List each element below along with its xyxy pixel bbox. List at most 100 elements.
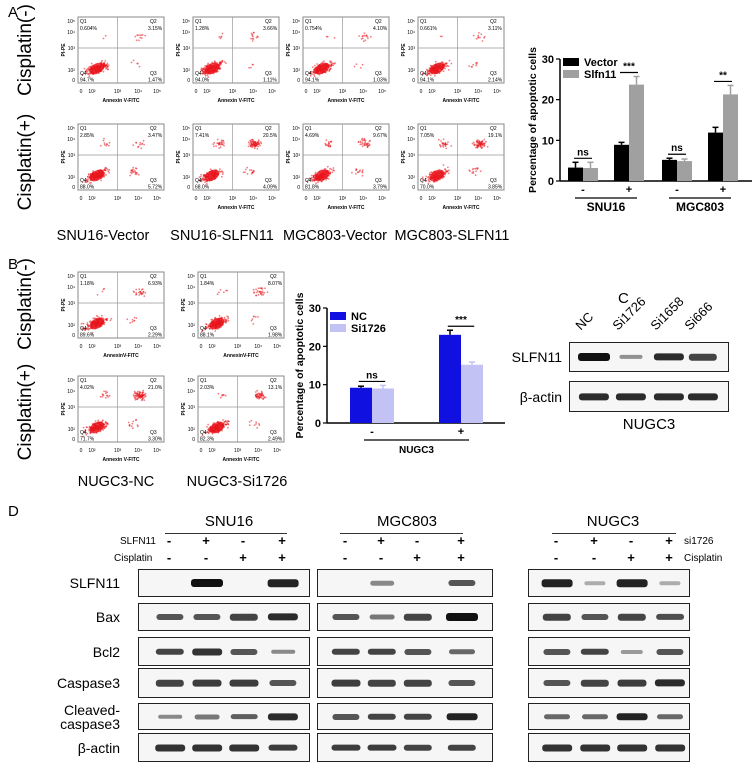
- event-dot: [429, 64, 432, 67]
- blot-snu16-row: [138, 637, 310, 666]
- event-dot: [257, 145, 259, 148]
- protein-band: [268, 744, 298, 751]
- event-dot: [134, 394, 136, 397]
- y-tick-label: 10⁵: [187, 378, 195, 384]
- protein-band: [544, 713, 570, 720]
- quadrant-label-q1: Q1: [420, 126, 427, 132]
- condition-sign: -: [166, 533, 172, 548]
- y-tick-label: 10³: [188, 301, 196, 307]
- event-dot: [476, 167, 479, 170]
- event-dot: [91, 332, 93, 334]
- y-tick-label: 0: [315, 418, 321, 430]
- blot-snu16-row: [138, 703, 310, 730]
- x-tick-label: 10⁵: [153, 344, 161, 350]
- protein-band: [580, 679, 610, 687]
- event-dot: [248, 66, 250, 69]
- quadrant-value-q2: 3.11%: [488, 26, 502, 32]
- event-dot: [139, 396, 142, 399]
- x-tick-label: 10²: [203, 196, 211, 202]
- event-dot: [251, 40, 254, 42]
- event-dot: [253, 147, 256, 150]
- x-tick-label: 10⁴: [359, 196, 367, 202]
- event-dot: [331, 171, 334, 174]
- x-tick-label: 10⁴: [249, 89, 257, 95]
- x-tick-label: 10³: [339, 196, 347, 202]
- event-dot: [257, 143, 260, 145]
- event-dot: [260, 397, 263, 399]
- y-axis-label: PI-PE: [61, 298, 67, 312]
- event-dot: [450, 145, 453, 147]
- condition-sign: -: [240, 533, 246, 548]
- x-tick-label: 10²: [208, 344, 216, 350]
- quadrant-value-q4: 88.1%: [200, 333, 215, 339]
- y-tick-label: 10⁵: [67, 126, 75, 132]
- event-dot: [132, 144, 135, 146]
- event-dot: [422, 72, 424, 75]
- group-underline: [165, 533, 287, 534]
- y-tick-label: 10⁵: [292, 19, 300, 25]
- event-dot: [141, 33, 144, 36]
- blot-nugc3-row: [528, 668, 690, 698]
- quadrant-label-q2: Q2: [490, 126, 497, 132]
- event-dot: [315, 182, 317, 184]
- event-dot: [94, 420, 97, 422]
- event-dot: [477, 145, 480, 147]
- event-dot: [257, 316, 259, 318]
- condition-sign: +: [239, 550, 247, 565]
- event-dot: [330, 140, 332, 143]
- quadrant-value-q1: 0.604%: [80, 26, 98, 32]
- event-dot: [364, 139, 367, 142]
- x-tick-label: 10²: [88, 89, 96, 95]
- protein-band: [155, 648, 185, 655]
- y-tick-label: 10⁴: [67, 30, 75, 36]
- event-dot: [88, 75, 91, 77]
- event-dot: [442, 70, 445, 72]
- event-dot: [225, 289, 227, 292]
- event-dot: [211, 318, 214, 321]
- event-dot: [256, 290, 259, 292]
- condition-sign: -: [203, 550, 209, 565]
- event-dot: [483, 142, 486, 145]
- event-dot: [327, 177, 330, 180]
- event-dot: [214, 330, 217, 332]
- y-tick-label: 10⁴: [67, 137, 75, 143]
- x-tick-label: 0: [80, 448, 83, 454]
- event-dot: [202, 67, 204, 70]
- event-dot: [221, 173, 224, 176]
- event-dot: [218, 291, 220, 294]
- event-dot: [205, 327, 208, 330]
- event-dot: [103, 390, 105, 393]
- event-dot: [472, 63, 475, 66]
- quadrant-value-q2: 9.67%: [373, 133, 388, 139]
- quadrant-label-q4: Q4: [80, 326, 87, 332]
- x-axis-label: Annexin V-FITC: [328, 98, 365, 104]
- event-dot: [104, 34, 107, 37]
- event-dot: [446, 143, 449, 146]
- event-dot: [133, 319, 136, 322]
- y-tick-label: 10²: [293, 68, 301, 74]
- y-axis-label: PI-PE: [181, 298, 187, 312]
- protein-band: [230, 648, 258, 655]
- group-label: NUGC3: [399, 445, 434, 456]
- event-dot: [129, 174, 131, 177]
- row-label-cisplatin-minus: Cisplatin(-): [15, 4, 36, 96]
- event-dot: [485, 140, 487, 143]
- event-dot: [261, 290, 264, 293]
- event-dot: [472, 141, 475, 144]
- event-dot: [475, 64, 477, 67]
- x-tick-label: 10³: [114, 344, 122, 350]
- quadrant-label-q3: Q3: [265, 71, 272, 77]
- protein-band: [656, 648, 684, 655]
- event-dot: [222, 419, 224, 421]
- event-dot: [444, 172, 447, 174]
- event-dot: [327, 141, 330, 143]
- event-dot: [361, 137, 364, 140]
- protein-band: [370, 580, 394, 586]
- event-dot: [140, 37, 143, 39]
- y-axis-label: PI-PE: [401, 43, 407, 57]
- protein-band: [446, 613, 478, 621]
- x-tick-label: 10²: [203, 89, 211, 95]
- protein-band: [619, 354, 643, 360]
- event-dot: [448, 169, 450, 172]
- event-dot: [250, 169, 253, 171]
